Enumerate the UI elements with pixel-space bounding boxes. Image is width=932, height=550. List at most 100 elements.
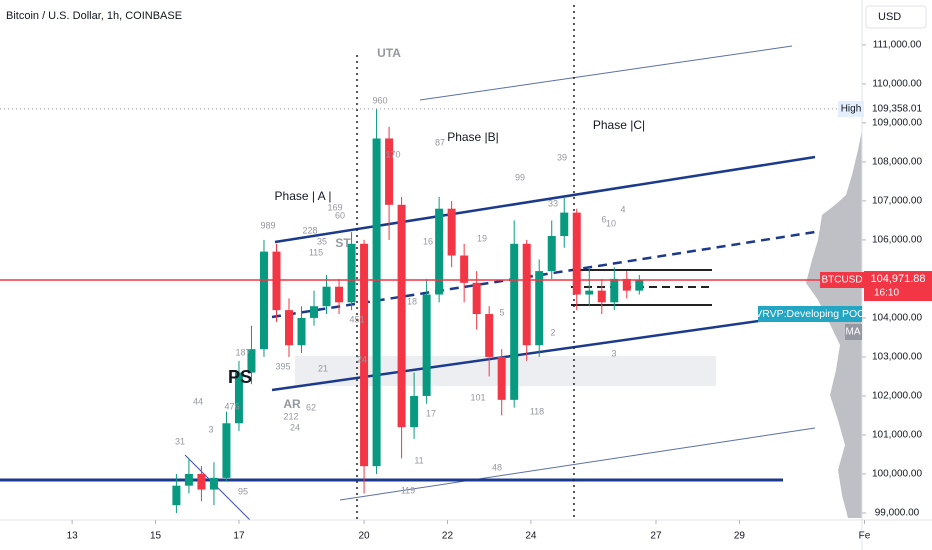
candle-body xyxy=(472,282,481,315)
candle-body xyxy=(460,255,469,283)
y-tick-label: 110,000.00 xyxy=(872,79,922,90)
candle-body xyxy=(322,286,331,307)
y-tick-label: 108,000.00 xyxy=(872,157,922,168)
candle-body xyxy=(222,423,231,478)
candle-body xyxy=(297,317,306,346)
annotation: 187 xyxy=(235,347,250,357)
candle-body xyxy=(435,208,444,295)
candle-body xyxy=(572,212,581,295)
candle-body xyxy=(597,290,606,303)
y-tick-label: 101,000.00 xyxy=(872,430,922,441)
annotation: 4 xyxy=(620,204,625,214)
annotation: 87 xyxy=(435,137,445,147)
annotation: 10 xyxy=(606,218,616,228)
high-tag xyxy=(838,100,864,117)
annotation: 476 xyxy=(224,401,239,411)
price-label: 104,971.88 xyxy=(870,273,925,285)
candle-body xyxy=(184,473,193,486)
annotation: AR xyxy=(283,397,301,411)
annotation: 395 xyxy=(275,361,290,371)
annotation: 24 xyxy=(290,422,300,432)
annotation: 62 xyxy=(306,402,316,412)
annotation: 3 xyxy=(611,348,616,358)
y-tick-label: 99,000.00 xyxy=(875,508,920,519)
trend-line xyxy=(339,427,816,501)
candle-body xyxy=(209,477,218,490)
candle-body xyxy=(547,236,556,272)
y-tick-label: 102,000.00 xyxy=(872,391,922,402)
indicator-tag xyxy=(845,324,862,340)
candle-body xyxy=(335,286,344,303)
candle-body xyxy=(610,278,619,303)
countdown: 16:10 xyxy=(874,288,899,299)
x-tick-label: 29 xyxy=(734,531,746,542)
annotation: 169 xyxy=(327,202,342,212)
candle-body xyxy=(234,372,243,424)
candle-body xyxy=(497,356,506,400)
currency-box[interactable] xyxy=(865,5,927,29)
candle-body xyxy=(422,294,431,396)
candle-body xyxy=(272,251,281,311)
x-tick-label: 24 xyxy=(525,531,537,542)
candle-body xyxy=(197,473,206,490)
profile-shape xyxy=(806,130,862,518)
annotation: 212 xyxy=(283,411,298,421)
annotation: Phase |B| xyxy=(447,130,499,144)
annotation: 35 xyxy=(317,236,327,246)
indicator-label: VRVP:Developing POC xyxy=(755,308,865,320)
y-tick-label: 109,000.00 xyxy=(872,118,922,129)
candle-body xyxy=(535,271,544,346)
annotation: 39 xyxy=(557,152,567,162)
chart-title: Bitcoin / U.S. Dollar, 1h, COINBASE xyxy=(6,10,182,22)
high-value: 109,358.01 xyxy=(872,104,922,115)
annotation: 21 xyxy=(318,363,328,373)
y-tick-label: 111,000.00 xyxy=(873,40,922,51)
currency[interactable]: USD xyxy=(878,11,901,23)
annotation: 16 xyxy=(423,236,433,246)
candle-body xyxy=(360,243,369,467)
volume-profile xyxy=(806,130,862,518)
symbol-label: BTCUSD xyxy=(821,275,862,286)
annotation: 451 xyxy=(349,314,364,324)
annotation: Phase |C| xyxy=(593,118,645,132)
candle-body xyxy=(560,212,569,237)
annotation: 18 xyxy=(407,296,417,306)
annotation: ST xyxy=(335,236,351,250)
annotation: 33 xyxy=(548,198,558,208)
marks xyxy=(0,108,862,513)
candle-body xyxy=(285,310,294,346)
annotation: 24 xyxy=(357,354,367,364)
y-tick-label: 100,000.00 xyxy=(872,469,922,480)
y-tick-label: 107,000.00 xyxy=(872,196,922,207)
candle-body xyxy=(522,243,531,346)
y-tick-label: 103,000.00 xyxy=(872,352,922,363)
indicator-label: MA xyxy=(846,327,861,338)
candle-body xyxy=(485,314,494,357)
annotation: 101 xyxy=(470,392,485,402)
annotation: 960 xyxy=(372,95,387,105)
x-tick-label: 17 xyxy=(233,531,245,542)
annotation: 11 xyxy=(414,455,423,465)
candle-body xyxy=(247,349,256,373)
annotation: 989 xyxy=(260,220,275,230)
annotation: 6 xyxy=(601,214,606,224)
x-tick-label: 20 xyxy=(359,531,371,542)
annotation: 119 xyxy=(401,485,415,495)
high-label: High xyxy=(841,104,862,115)
x-tick-label: 13 xyxy=(67,531,79,542)
y-tick-label: 106,000.00 xyxy=(872,235,922,246)
annotation: 170 xyxy=(385,149,400,159)
annotation: 48 xyxy=(492,462,502,472)
labels: Phase | A | Phase |B| Phase |C| UTA ST AR PS 96… xyxy=(175,46,645,496)
candle-body xyxy=(259,251,268,350)
candle-body xyxy=(385,138,394,205)
annotation: 115 xyxy=(309,247,323,257)
candle-body xyxy=(447,208,456,256)
x-tick-label: 15 xyxy=(150,531,162,542)
indicator-tag xyxy=(758,306,862,322)
annotation: Phase | A | xyxy=(275,189,332,203)
annotation: 2 xyxy=(550,327,555,337)
trend-line xyxy=(274,155,816,244)
annotation: PS xyxy=(228,367,252,387)
